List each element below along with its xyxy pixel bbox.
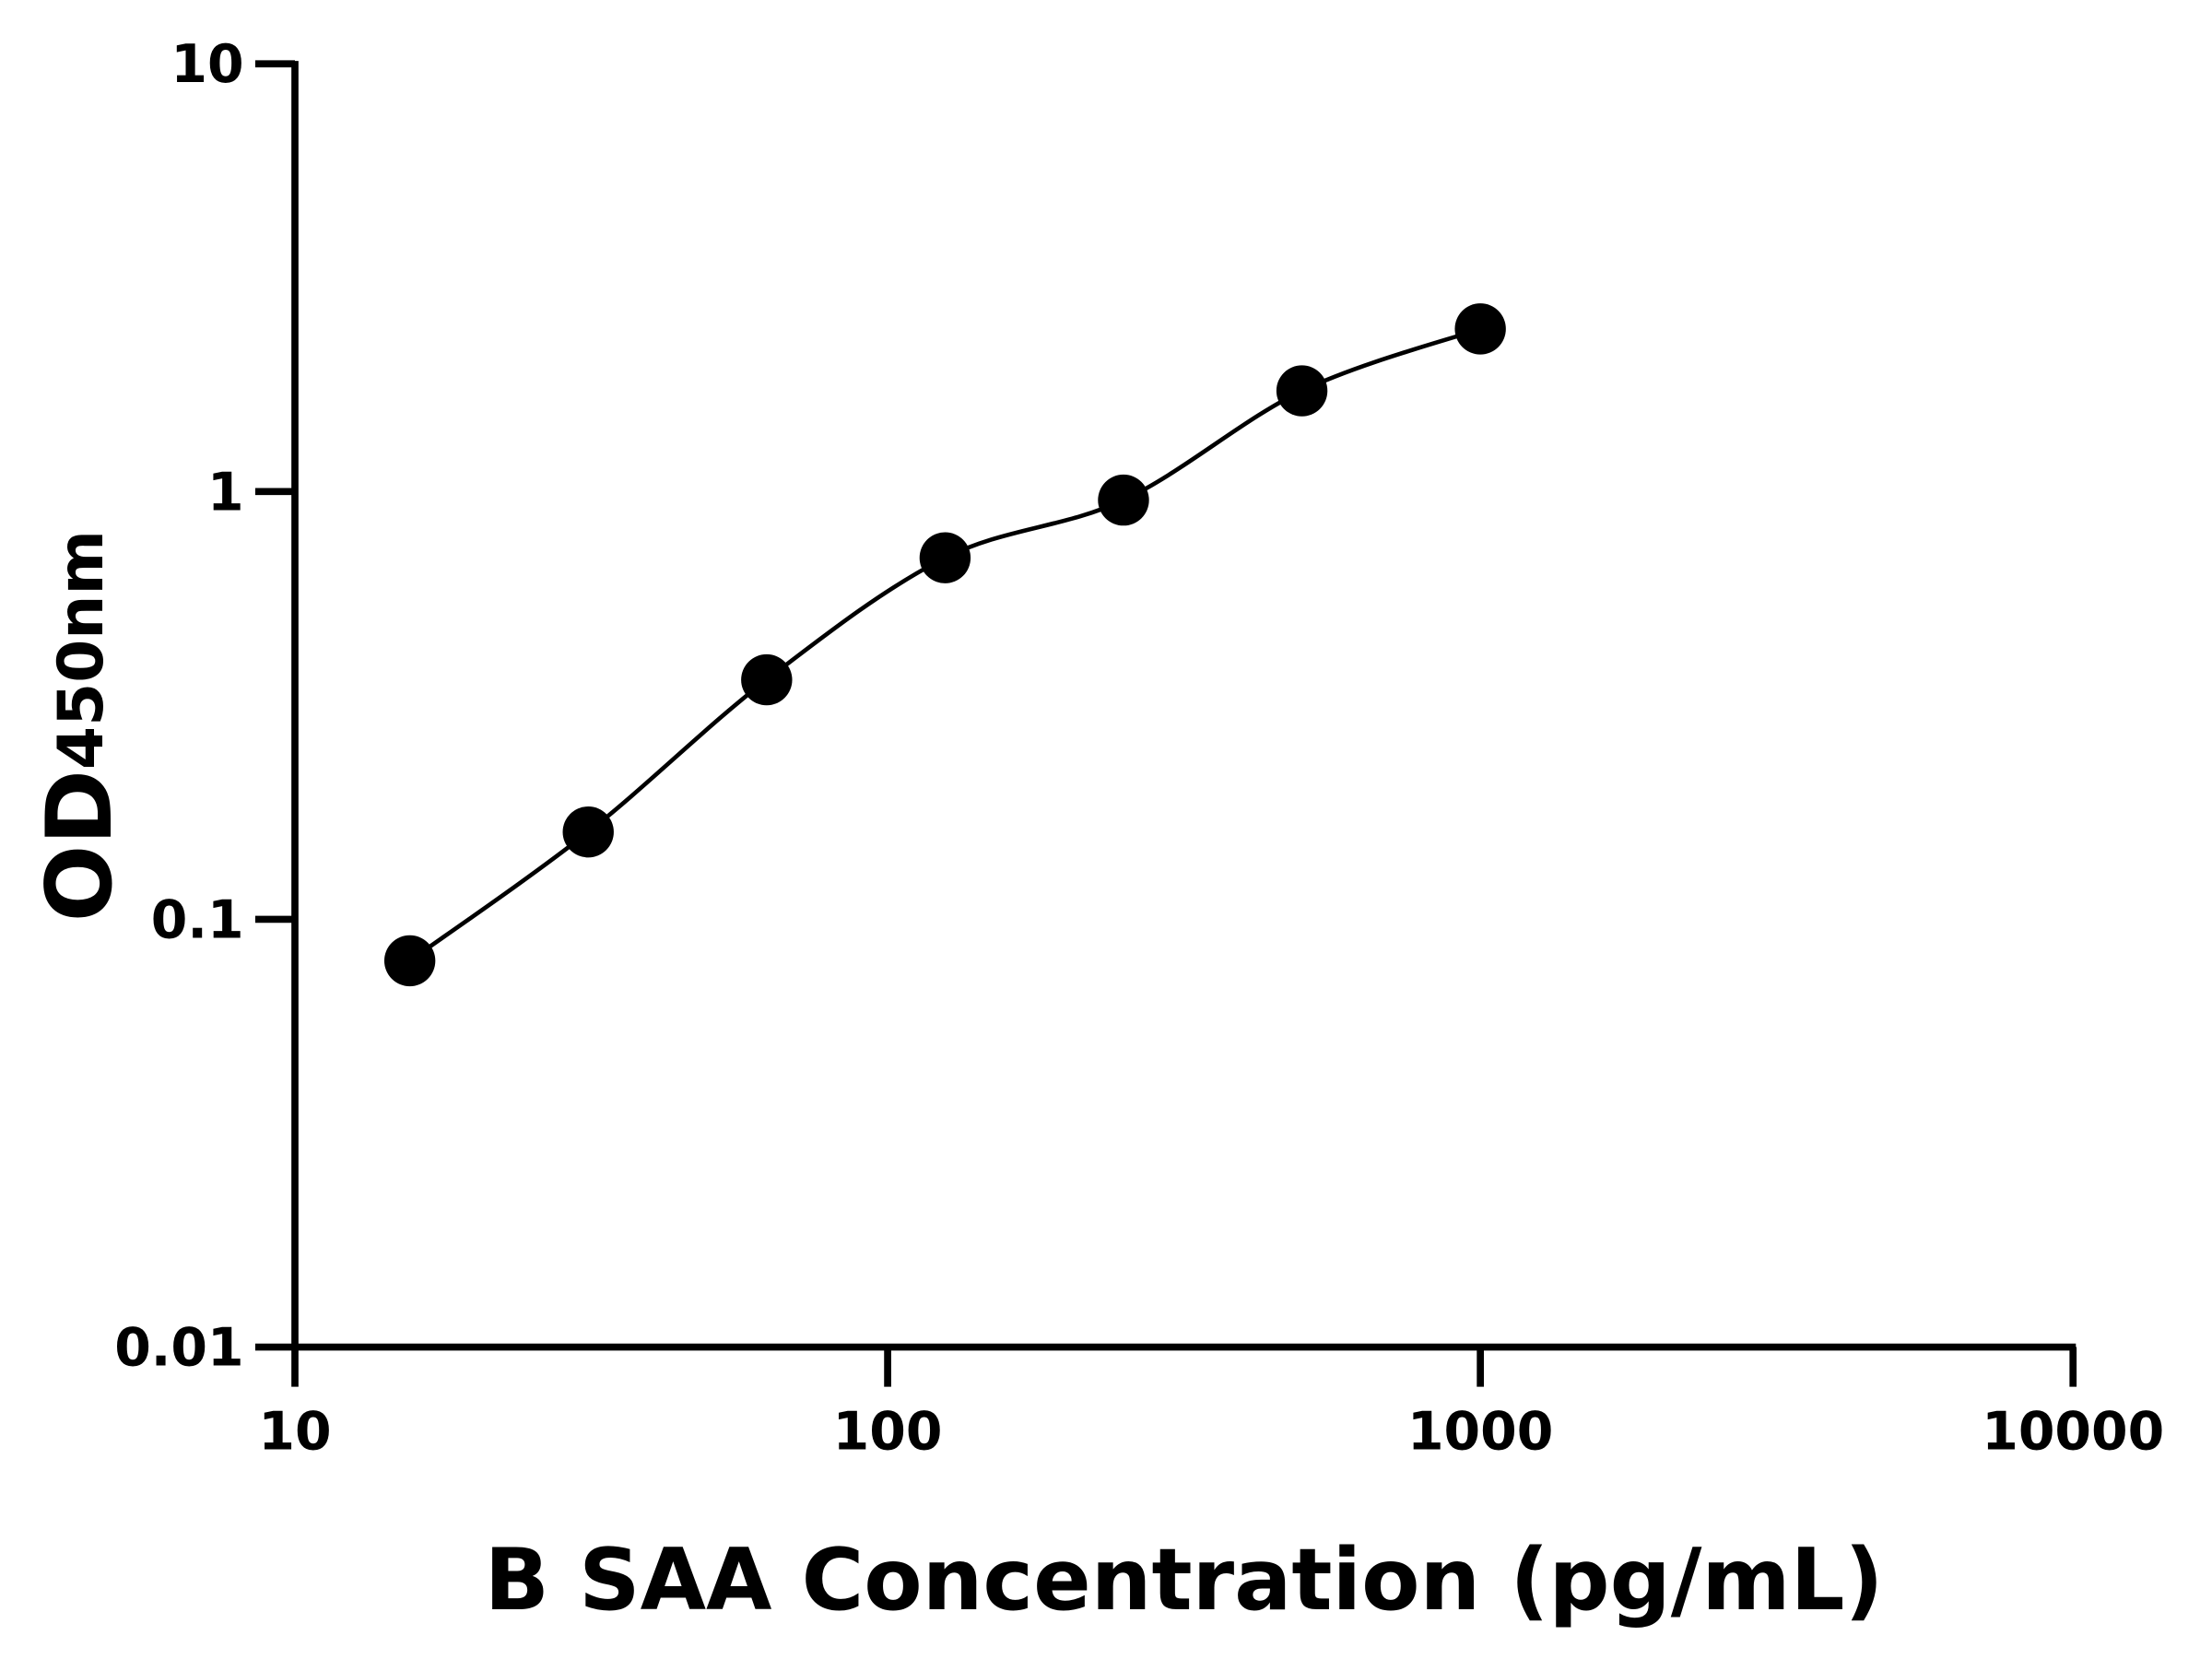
x-axis-label: B SAA Concentration (pg/mL) <box>485 1530 1884 1630</box>
data-point <box>1098 474 1149 526</box>
data-point <box>1454 303 1506 355</box>
tick-labels: 0.01 0.1 1 10 10 100 1000 10000 <box>114 34 2164 1462</box>
y-axis-label-sub: 450nm <box>44 530 117 770</box>
y-axis-label-main: OD <box>28 770 133 922</box>
y-tick-label: 0.1 <box>151 889 244 950</box>
x-tick-label: 100 <box>833 1401 943 1462</box>
y-axis-label: OD450nm <box>28 530 133 922</box>
data-point <box>919 532 971 583</box>
data-point <box>383 935 436 987</box>
data-point <box>741 653 793 706</box>
y-tick-label: 10 <box>171 34 243 95</box>
x-tick-label: 1000 <box>1407 1401 1553 1462</box>
x-tick-label: 10 <box>258 1401 331 1462</box>
fit-curve <box>408 326 1481 963</box>
axes <box>254 60 2077 1387</box>
data-point <box>562 806 614 858</box>
y-tick-label: 0.01 <box>114 1318 243 1379</box>
data-point <box>1276 365 1328 417</box>
y-tick-label: 1 <box>207 462 244 523</box>
data-points <box>383 303 1506 987</box>
x-tick-label: 10000 <box>1982 1401 2164 1462</box>
